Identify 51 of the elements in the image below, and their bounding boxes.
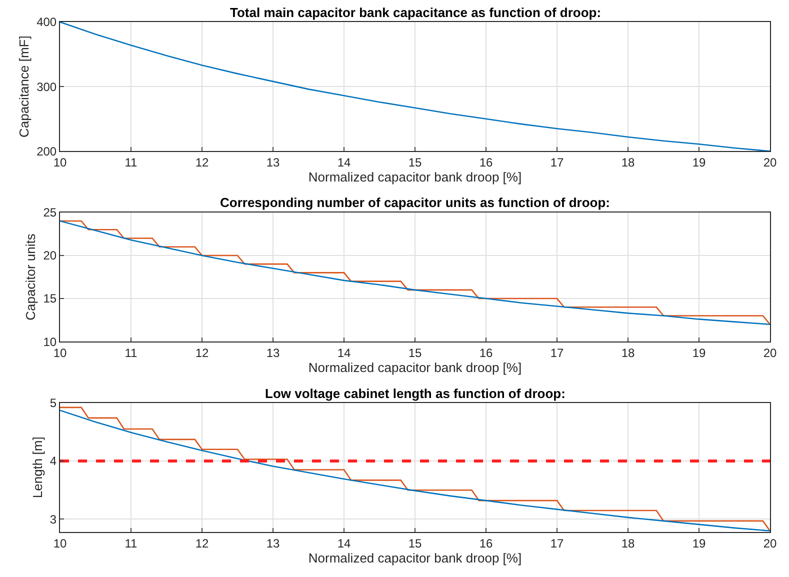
y-tick-label: 5: [50, 396, 57, 410]
x-tick-label: 19: [692, 536, 706, 550]
x-tick-label: 16: [479, 536, 493, 550]
y-tick-label: 10: [43, 334, 57, 349]
x-tick-label: 16: [479, 346, 493, 360]
y-axis-title: Capacitor units: [23, 233, 38, 320]
x-tick-label: 17: [550, 536, 564, 550]
x-tick-label: 15: [408, 536, 422, 550]
y-tick-label: 400: [36, 15, 57, 30]
y-tick-label: 3: [50, 512, 57, 526]
x-tick-label: 17: [550, 346, 564, 360]
x-tick-label: 12: [195, 536, 209, 550]
y-tick-label: 25: [43, 206, 57, 220]
line-series: [60, 220, 770, 326]
x-tick-label: 12: [195, 346, 209, 360]
x-tick-label: 17: [550, 156, 564, 170]
x-tick-label: 20: [763, 156, 777, 170]
chart-title: Total main capacitor bank capacitance as function of droop:: [230, 5, 602, 20]
x-tick-label: 11: [124, 346, 138, 360]
x-tick-label: 12: [195, 156, 209, 170]
y-tick-label: 4: [50, 454, 57, 468]
x-tick-label: 11: [124, 536, 138, 550]
y-axis-title: Capacitance [mF]: [16, 36, 32, 138]
x-tick-label: 18: [621, 156, 635, 170]
x-tick-label: 14: [337, 346, 351, 360]
x-tick-label: 19: [692, 346, 706, 360]
y-axis-title: Length [m]: [30, 436, 45, 498]
y-tick-label: 20: [43, 248, 57, 263]
x-tick-label: 16: [479, 156, 493, 170]
y-tick-label: 15: [43, 292, 57, 306]
x-axis-title: Normalized capacitor bank droop [%]: [308, 360, 522, 375]
x-tick-label: 14: [337, 156, 351, 170]
x-tick-label: 13: [266, 346, 280, 360]
x-tick-label: 15: [408, 156, 422, 170]
x-tick-label: 20: [763, 346, 777, 360]
x-tick-label: 19: [692, 156, 706, 170]
line-series: [60, 22, 770, 152]
x-tick-label: 20: [763, 536, 777, 550]
x-tick-label: 14: [337, 536, 351, 550]
x-axis-title: Normalized capacitor bank droop [%]: [308, 170, 522, 185]
y-tick-label: 200: [36, 144, 57, 158]
y-tick-label: 300: [36, 80, 57, 94]
chart-title: Low voltage cabinet length as function of droop:: [265, 386, 566, 401]
x-tick-label: 18: [621, 346, 635, 360]
x-tick-label: 11: [124, 156, 138, 170]
x-axis-title: Normalized capacitor bank droop [%]: [308, 550, 522, 566]
x-tick-label: 18: [621, 536, 635, 550]
x-tick-label: 13: [266, 536, 280, 550]
x-tick-label: 15: [408, 346, 422, 360]
chart-title: Corresponding number of capacitor units as function of droop:: [220, 195, 610, 210]
x-tick-label: 13: [266, 156, 280, 170]
